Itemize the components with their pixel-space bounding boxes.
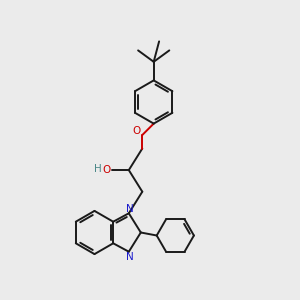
Text: O: O <box>133 126 141 136</box>
Text: N: N <box>125 203 133 214</box>
Text: N: N <box>125 251 133 262</box>
Text: H: H <box>94 164 102 174</box>
Text: O: O <box>103 164 111 175</box>
